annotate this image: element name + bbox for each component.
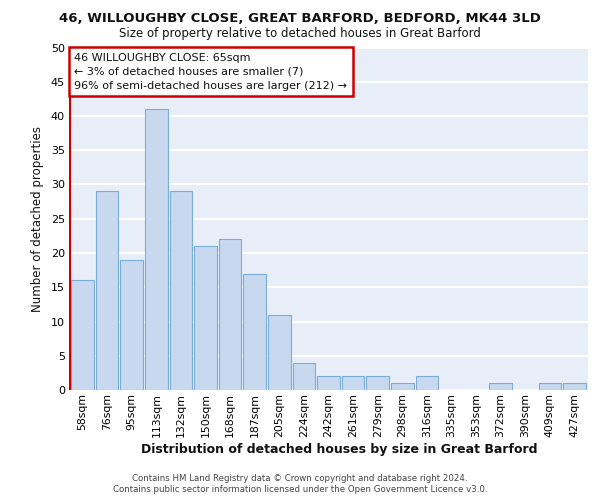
Bar: [539, 383, 561, 390]
Y-axis label: Number of detached properties: Number of detached properties: [31, 126, 44, 312]
Bar: [416, 376, 438, 390]
Bar: [342, 376, 364, 390]
Text: Contains HM Land Registry data © Crown copyright and database right 2024.
Contai: Contains HM Land Registry data © Crown c…: [113, 474, 487, 494]
Bar: [71, 280, 94, 390]
Bar: [367, 376, 389, 390]
Bar: [194, 246, 217, 390]
Bar: [391, 383, 413, 390]
Text: 46, WILLOUGHBY CLOSE, GREAT BARFORD, BEDFORD, MK44 3LD: 46, WILLOUGHBY CLOSE, GREAT BARFORD, BED…: [59, 12, 541, 26]
Bar: [563, 383, 586, 390]
Bar: [244, 274, 266, 390]
Bar: [121, 260, 143, 390]
Bar: [96, 192, 118, 390]
Bar: [170, 192, 192, 390]
Bar: [490, 383, 512, 390]
Text: Distribution of detached houses by size in Great Barford: Distribution of detached houses by size …: [141, 442, 537, 456]
Text: Size of property relative to detached houses in Great Barford: Size of property relative to detached ho…: [119, 28, 481, 40]
Bar: [268, 314, 290, 390]
Bar: [293, 362, 315, 390]
Bar: [219, 240, 241, 390]
Bar: [317, 376, 340, 390]
Text: 46 WILLOUGHBY CLOSE: 65sqm
← 3% of detached houses are smaller (7)
96% of semi-d: 46 WILLOUGHBY CLOSE: 65sqm ← 3% of detac…: [74, 52, 347, 90]
Bar: [145, 109, 167, 390]
